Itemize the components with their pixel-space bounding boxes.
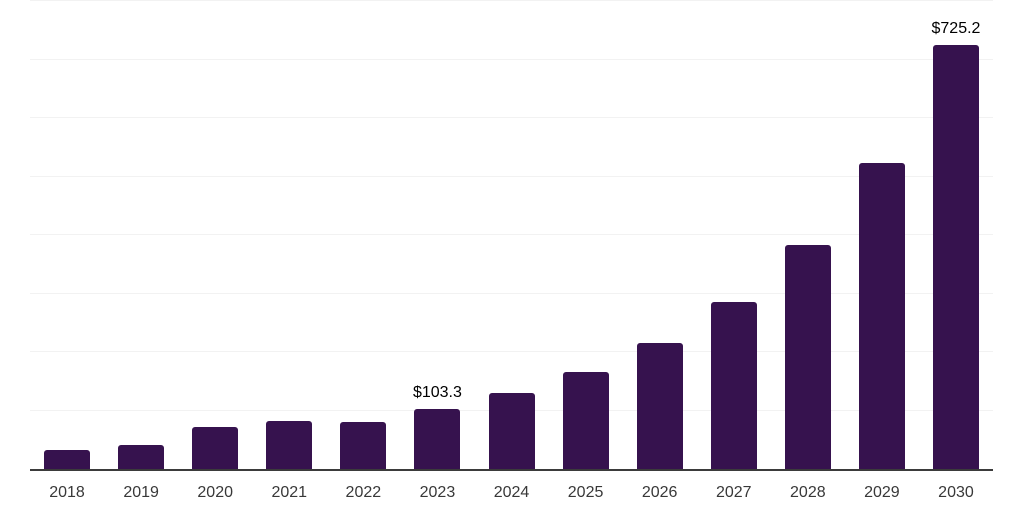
- bar-2026: [636, 342, 683, 469]
- gridline-500: [30, 175, 993, 177]
- x-tick-2018: 2018: [49, 484, 85, 501]
- value-label-2023: $103.3: [412, 383, 462, 401]
- plot-area: $103.3 $725.2: [30, 0, 993, 469]
- x-tick-2027: 2027: [715, 484, 752, 501]
- x-tick-2021: 2021: [271, 484, 308, 501]
- gridline-700: [30, 58, 993, 60]
- x-tick-2029: 2029: [864, 484, 900, 501]
- gridline-200: [30, 351, 993, 352]
- bar-2020: [192, 427, 239, 469]
- x-tick-2019: 2019: [123, 484, 159, 501]
- gridline-800: [30, 0, 993, 1]
- value-label-2030: $725.2: [931, 19, 981, 37]
- x-tick-2022: 2022: [345, 484, 382, 501]
- bar-slot-2025: [549, 0, 623, 469]
- bar-2024: [488, 393, 535, 469]
- gridline-600: [30, 117, 993, 118]
- gridline-300: [30, 292, 993, 294]
- x-tick-2024: 2024: [493, 484, 530, 501]
- x-tick-2026: 2026: [641, 484, 678, 501]
- bar-slot-2029: [845, 0, 919, 469]
- bar-2027: [710, 302, 757, 469]
- bar-2025: [562, 372, 609, 469]
- x-tick-2023: 2023: [419, 484, 456, 501]
- bar-slot-2028: [771, 0, 845, 469]
- bar-slot-2024: [474, 0, 548, 469]
- x-tick-2028: 2028: [790, 484, 826, 501]
- bar-2030: [932, 44, 979, 469]
- x-axis-line: [30, 469, 993, 471]
- x-tick-2020: 2020: [197, 484, 233, 501]
- x-axis-labels: 2018 2019 2020 2021 2022 2023 2024 2025 2026 2027…: [30, 483, 993, 503]
- bar-slot-2030: $725.2: [919, 0, 993, 469]
- bar-2028: [784, 245, 831, 469]
- bar-2021: [266, 421, 313, 469]
- bar-2018: [44, 449, 91, 469]
- x-tick-2030: 2030: [938, 484, 974, 501]
- x-tick-2025: 2025: [567, 484, 604, 501]
- bar-slot-2022: [326, 0, 400, 469]
- gridline-400: [30, 234, 993, 235]
- bar-slot-2026: [623, 0, 697, 469]
- bars-row: $103.3 $725.2: [30, 0, 993, 469]
- bar-2029: [858, 162, 905, 469]
- bar-slot-2018: [30, 0, 104, 469]
- bar-slot-2027: [697, 0, 771, 469]
- bar-slot-2021: [252, 0, 326, 469]
- bar-slot-2020: [178, 0, 252, 469]
- bar-2019: [118, 445, 165, 469]
- bar-2023: [414, 408, 461, 469]
- bar-slot-2023: $103.3: [400, 0, 474, 469]
- bar-slot-2019: [104, 0, 178, 469]
- bar-2022: [340, 421, 387, 469]
